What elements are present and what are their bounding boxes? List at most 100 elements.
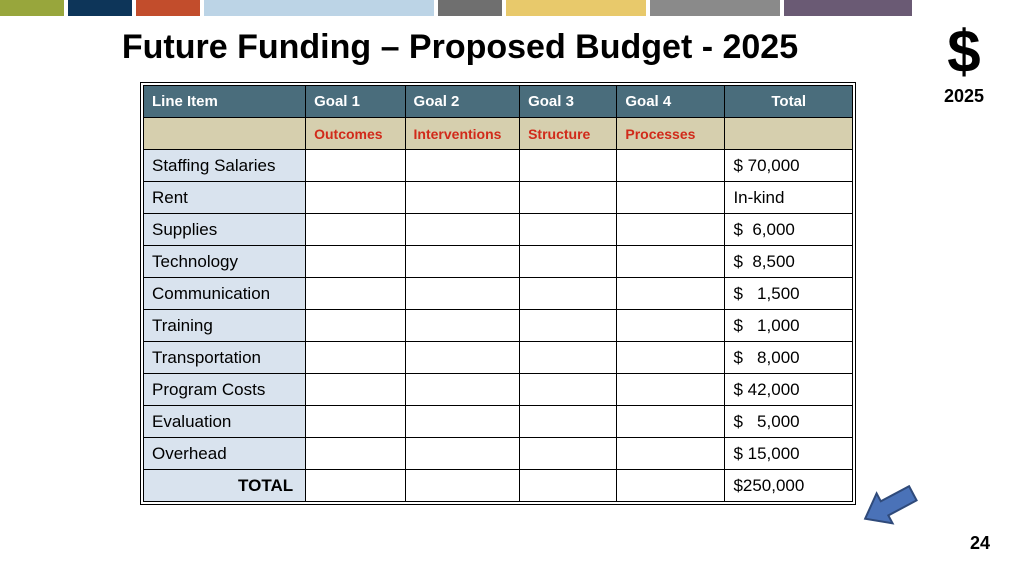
goal-cell bbox=[405, 150, 520, 182]
table-header-row: Line Item Goal 1 Goal 2 Goal 3 Goal 4 To… bbox=[144, 86, 853, 118]
col-header: Line Item bbox=[144, 86, 306, 118]
table-body: Outcomes Interventions Structure Process… bbox=[144, 118, 853, 502]
goal-cell bbox=[617, 278, 725, 310]
lineitem-cell: Communication bbox=[144, 278, 306, 310]
goal-cell bbox=[405, 406, 520, 438]
total-label-cell: TOTAL bbox=[144, 470, 306, 502]
goal-cell bbox=[306, 438, 405, 470]
total-cell: $ 1,000 bbox=[725, 310, 853, 342]
table-row: Overhead$ 15,000 bbox=[144, 438, 853, 470]
goal-cell bbox=[520, 150, 617, 182]
lineitem-cell: Technology bbox=[144, 246, 306, 278]
goal-cell bbox=[405, 310, 520, 342]
total-cell: $ 15,000 bbox=[725, 438, 853, 470]
topbar-segment bbox=[438, 0, 502, 16]
goal-cell bbox=[306, 182, 405, 214]
lineitem-cell: Transportation bbox=[144, 342, 306, 374]
goal-cell bbox=[306, 150, 405, 182]
goal-cell bbox=[405, 438, 520, 470]
page-number: 24 bbox=[970, 533, 990, 554]
topbar-segment bbox=[68, 0, 132, 16]
total-cell: $ 42,000 bbox=[725, 374, 853, 406]
budget-table-container: Line Item Goal 1 Goal 2 Goal 3 Goal 4 To… bbox=[140, 82, 856, 505]
subhead-cell bbox=[725, 118, 853, 150]
goal-cell bbox=[617, 406, 725, 438]
callout-arrow-icon bbox=[854, 481, 924, 536]
goal-cell bbox=[520, 342, 617, 374]
goal-cell bbox=[405, 470, 520, 502]
table-row: Technology $ 8,500 bbox=[144, 246, 853, 278]
goal-cell bbox=[617, 342, 725, 374]
table-row: Staffing Salaries $ 70,000 bbox=[144, 150, 853, 182]
col-header: Goal 4 bbox=[617, 86, 725, 118]
subhead-cell: Structure bbox=[520, 118, 617, 150]
subhead-cell: Outcomes bbox=[306, 118, 405, 150]
topbar-segment bbox=[506, 0, 646, 16]
budget-table: Line Item Goal 1 Goal 2 Goal 3 Goal 4 To… bbox=[143, 85, 853, 502]
goal-cell bbox=[520, 406, 617, 438]
year-label: 2025 bbox=[944, 86, 984, 107]
goal-cell bbox=[405, 246, 520, 278]
goal-cell bbox=[520, 438, 617, 470]
goal-cell bbox=[617, 182, 725, 214]
goal-cell bbox=[520, 310, 617, 342]
topbar-segment bbox=[912, 0, 1024, 16]
goal-cell bbox=[520, 374, 617, 406]
total-cell: $ 1,500 bbox=[725, 278, 853, 310]
goal-cell bbox=[617, 374, 725, 406]
lineitem-cell: Program Costs bbox=[144, 374, 306, 406]
goal-cell bbox=[405, 342, 520, 374]
dollar-icon: $ bbox=[944, 22, 984, 82]
page-title: Future Funding – Proposed Budget - 2025 bbox=[0, 28, 920, 67]
lineitem-cell: Rent bbox=[144, 182, 306, 214]
col-header: Goal 1 bbox=[306, 86, 405, 118]
goal-cell bbox=[405, 214, 520, 246]
goal-cell bbox=[617, 214, 725, 246]
goal-cell bbox=[520, 470, 617, 502]
goal-cell bbox=[617, 438, 725, 470]
subhead-cell: Interventions bbox=[405, 118, 520, 150]
goal-cell bbox=[306, 342, 405, 374]
dollar-year-mark: $ 2025 bbox=[944, 22, 984, 107]
subhead-cell: Processes bbox=[617, 118, 725, 150]
goal-cell bbox=[617, 310, 725, 342]
table-row: Transportation$ 8,000 bbox=[144, 342, 853, 374]
lineitem-cell: Evaluation bbox=[144, 406, 306, 438]
col-header: Goal 2 bbox=[405, 86, 520, 118]
total-cell: In-kind bbox=[725, 182, 853, 214]
topbar-segment bbox=[784, 0, 912, 16]
goal-cell bbox=[405, 182, 520, 214]
table-row: Training $ 1,000 bbox=[144, 310, 853, 342]
goal-cell bbox=[405, 278, 520, 310]
table-row: Program Costs $ 42,000 bbox=[144, 374, 853, 406]
topbar-segment bbox=[650, 0, 780, 16]
goal-cell bbox=[617, 150, 725, 182]
goal-cell bbox=[520, 278, 617, 310]
goal-cell bbox=[405, 374, 520, 406]
topbar-segment bbox=[0, 0, 64, 16]
table-row: Rent In-kind bbox=[144, 182, 853, 214]
table-row: Supplies$ 6,000 bbox=[144, 214, 853, 246]
goal-cell bbox=[306, 310, 405, 342]
lineitem-cell: Training bbox=[144, 310, 306, 342]
lineitem-cell: Staffing Salaries bbox=[144, 150, 306, 182]
goal-cell bbox=[306, 374, 405, 406]
goal-cell bbox=[520, 214, 617, 246]
goal-cell bbox=[306, 406, 405, 438]
goal-cell bbox=[306, 214, 405, 246]
goal-cell bbox=[520, 246, 617, 278]
table-subhead-row: Outcomes Interventions Structure Process… bbox=[144, 118, 853, 150]
goal-cell bbox=[306, 246, 405, 278]
total-cell: $ 8,500 bbox=[725, 246, 853, 278]
total-cell: $ 6,000 bbox=[725, 214, 853, 246]
goal-cell bbox=[306, 470, 405, 502]
total-cell: $ 5,000 bbox=[725, 406, 853, 438]
table-row: Evaluation $ 5,000 bbox=[144, 406, 853, 438]
goal-cell bbox=[520, 182, 617, 214]
col-header: Total bbox=[725, 86, 853, 118]
topbar-segment bbox=[204, 0, 434, 16]
goal-cell bbox=[617, 246, 725, 278]
total-cell: $ 70,000 bbox=[725, 150, 853, 182]
goal-cell bbox=[617, 470, 725, 502]
table-total-row: TOTAL$250,000 bbox=[144, 470, 853, 502]
